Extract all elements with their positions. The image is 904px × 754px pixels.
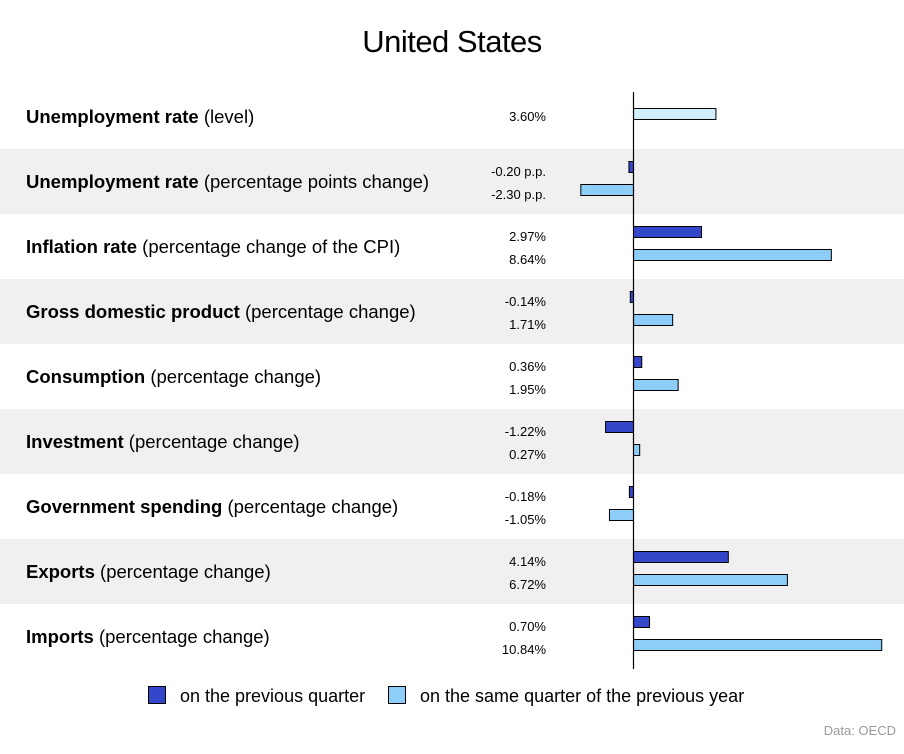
value-label-year: -1.05% bbox=[504, 512, 546, 527]
indicator-name: Investment bbox=[26, 431, 124, 452]
bar-year bbox=[633, 379, 679, 391]
legend-label-quarter: on the previous quarter bbox=[180, 686, 366, 706]
indicator-row: Unemployment rate (percentage points cha… bbox=[0, 149, 904, 214]
value-label-quarter: 4.14% bbox=[509, 554, 546, 569]
indicator-name: Government spending bbox=[26, 496, 223, 517]
indicator-unit: (percentage change) bbox=[123, 431, 300, 452]
bar-year bbox=[633, 444, 641, 456]
data-source: Data: OECD bbox=[823, 723, 896, 738]
indicator-row: Investment (percentage change) -1.22% 0.27… bbox=[0, 409, 904, 474]
indicator-label: Gross domestic product (percentage chang… bbox=[26, 279, 416, 344]
indicator-name: Exports bbox=[26, 561, 95, 582]
legend-label-year: on the same quarter of the previous year bbox=[420, 686, 745, 706]
indicator-name: Imports bbox=[26, 626, 94, 647]
bar-year bbox=[608, 509, 635, 521]
legend-swatch-quarter bbox=[148, 686, 166, 704]
bar-quarter bbox=[633, 616, 651, 628]
bar-year bbox=[580, 184, 635, 196]
bar-quarter bbox=[633, 356, 643, 368]
legend-swatch-year bbox=[388, 686, 406, 704]
indicator-unit: (percentage change) bbox=[94, 561, 271, 582]
value-label-year: 1.71% bbox=[509, 317, 546, 332]
indicator-label: Inflation rate (percentage change of the… bbox=[26, 214, 400, 279]
value-label-year: 8.64% bbox=[509, 252, 546, 267]
indicator-label: Unemployment rate (percentage points cha… bbox=[26, 149, 429, 214]
value-label-year: 6.72% bbox=[509, 577, 546, 592]
bar-quarter bbox=[633, 226, 703, 238]
indicator-label: Imports (percentage change) bbox=[26, 604, 270, 669]
indicator-label: Exports (percentage change) bbox=[26, 539, 271, 604]
indicator-name: Consumption bbox=[26, 366, 146, 387]
bar-year bbox=[633, 314, 674, 326]
indicator-unit: (level) bbox=[198, 106, 255, 127]
indicator-unit: (percentage points change) bbox=[198, 171, 430, 192]
value-label-quarter: -0.18% bbox=[504, 489, 546, 504]
bar-year bbox=[633, 249, 832, 261]
value-label-year: -2.30 p.p. bbox=[491, 187, 546, 202]
value-label-year: 0.27% bbox=[509, 447, 546, 462]
indicator-name: Inflation rate bbox=[26, 236, 138, 257]
bar-quarter bbox=[605, 421, 635, 433]
indicator-unit: (percentage change of the CPI) bbox=[137, 236, 401, 257]
indicator-unit: (percentage change) bbox=[239, 301, 416, 322]
indicator-row: Consumption (percentage change) 0.36% 1.95… bbox=[0, 344, 904, 409]
indicator-unit: (percentage change) bbox=[93, 626, 270, 647]
indicator-row: Unemployment rate (level) 3.60% bbox=[0, 84, 904, 149]
bar-year bbox=[633, 639, 883, 651]
legend: on the previous quarter on the same quar… bbox=[0, 684, 904, 708]
chart-title: United States bbox=[362, 24, 542, 59]
bar-quarter bbox=[633, 551, 729, 563]
bar-year bbox=[633, 574, 788, 586]
bar-quarter bbox=[628, 486, 634, 498]
value-label-year: 10.84% bbox=[501, 642, 546, 657]
bar-quarter bbox=[628, 161, 634, 173]
bar-level bbox=[633, 108, 717, 120]
indicator-unit: (percentage change) bbox=[145, 366, 322, 387]
indicator-name: Gross domestic product bbox=[26, 301, 240, 322]
value-label-quarter: 0.36% bbox=[509, 359, 546, 374]
value-label-quarter: -0.20 p.p. bbox=[491, 164, 546, 179]
value-label-quarter: -1.22% bbox=[504, 424, 546, 439]
value-label-quarter: 2.97% bbox=[509, 229, 546, 244]
indicator-label: Unemployment rate (level) bbox=[26, 84, 254, 149]
value-label-quarter: 0.70% bbox=[509, 619, 546, 634]
indicator-row: Inflation rate (percentage change of the… bbox=[0, 214, 904, 279]
indicator-name: Unemployment rate bbox=[26, 171, 199, 192]
indicator-label: Government spending (percentage change) bbox=[26, 474, 398, 539]
indicator-rows: Unemployment rate (level) 3.60% Unemployme… bbox=[0, 84, 904, 669]
indicator-name: Unemployment rate bbox=[26, 106, 199, 127]
value-label-level: 3.60% bbox=[509, 109, 546, 124]
indicator-unit: (percentage change) bbox=[222, 496, 399, 517]
indicator-row: Government spending (percentage change) -… bbox=[0, 474, 904, 539]
indicator-row: Gross domestic product (percentage chang… bbox=[0, 279, 904, 344]
indicator-label: Investment (percentage change) bbox=[26, 409, 300, 474]
value-label-quarter: -0.14% bbox=[504, 294, 546, 309]
indicator-label: Consumption (percentage change) bbox=[26, 344, 321, 409]
indicator-row: Exports (percentage change) 4.14% 6.72% bbox=[0, 539, 904, 604]
indicator-row: Imports (percentage change) 0.70% 10.84% bbox=[0, 604, 904, 669]
value-label-year: 1.95% bbox=[509, 382, 546, 397]
